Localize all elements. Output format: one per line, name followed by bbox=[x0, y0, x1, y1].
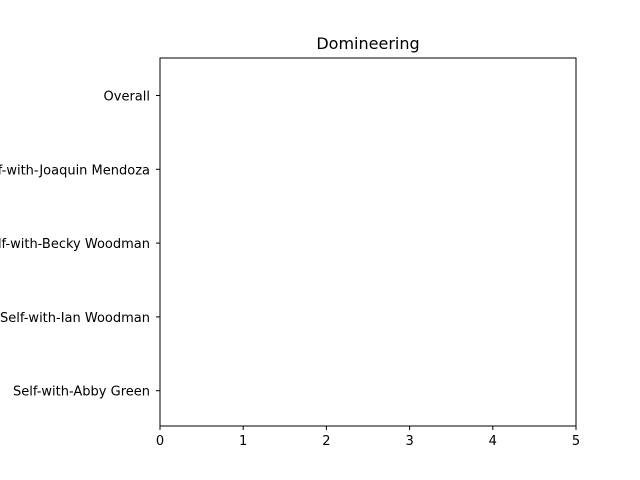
plot-area-frame bbox=[159, 57, 577, 427]
x-tick-label: 3 bbox=[405, 434, 413, 449]
y-tick-label: Self-with-Abby Green bbox=[13, 385, 150, 400]
y-tick-label: Self-with-Ian Woodman bbox=[0, 311, 150, 326]
x-tick-label: 4 bbox=[489, 434, 497, 449]
y-axis: Overall Self-with-Joaquin Mendoza Self-wit… bbox=[0, 90, 160, 400]
x-tick-label: 5 bbox=[572, 434, 580, 449]
y-tick-label: Self-with-Joaquin Mendoza bbox=[0, 163, 150, 178]
x-tick-label: 1 bbox=[239, 434, 247, 449]
y-tick-label: Self-with-Becky Woodman bbox=[0, 237, 150, 252]
x-tick-label: 0 bbox=[156, 434, 164, 449]
x-axis: 0 1 2 3 4 5 bbox=[156, 426, 580, 449]
y-tick-label: Overall bbox=[104, 90, 150, 105]
chart-title: Domineering bbox=[316, 34, 419, 53]
x-tick-label: 2 bbox=[322, 434, 330, 449]
